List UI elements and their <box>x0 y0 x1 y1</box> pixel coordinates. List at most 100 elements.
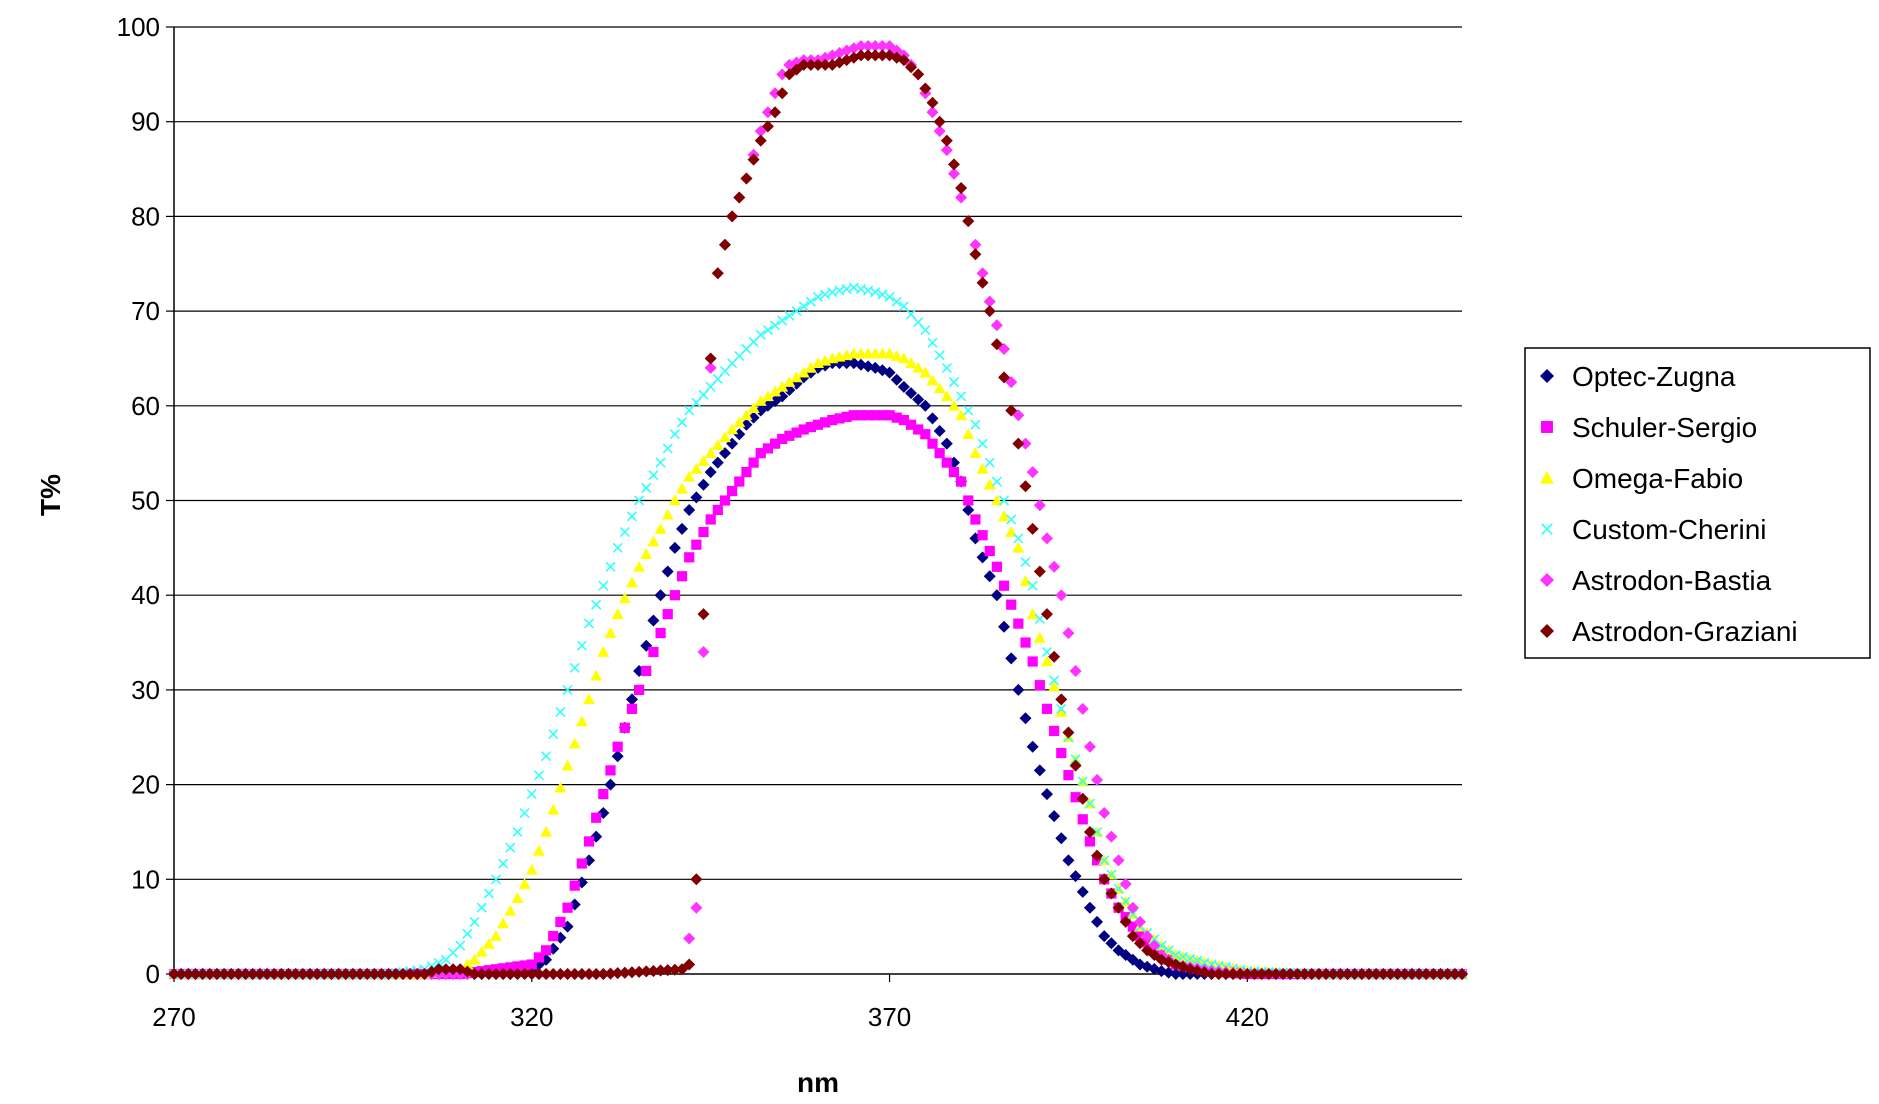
data-point <box>1362 968 1375 980</box>
data-point <box>976 276 989 289</box>
data-point <box>612 542 623 553</box>
data-point <box>605 765 616 776</box>
x-tick-label: 370 <box>868 1002 911 1032</box>
data-point <box>876 39 889 52</box>
data-point <box>641 665 652 677</box>
data-point <box>690 462 703 474</box>
data-point <box>1063 770 1074 781</box>
data-point <box>468 953 481 965</box>
data-point <box>647 614 660 627</box>
data-point <box>597 968 610 980</box>
y-tick-label: 20 <box>131 770 160 800</box>
data-point <box>798 301 809 312</box>
data-point <box>819 58 832 71</box>
data-point <box>976 462 989 474</box>
data-point <box>1427 968 1440 980</box>
data-point <box>626 703 638 714</box>
data-point <box>439 963 452 976</box>
y-tick-label: 0 <box>146 959 160 989</box>
data-point <box>990 494 1003 506</box>
data-point <box>1234 968 1247 980</box>
data-point <box>634 495 645 506</box>
data-point <box>1384 968 1397 980</box>
data-point <box>604 627 617 638</box>
data-point <box>769 87 782 100</box>
data-point <box>275 968 288 980</box>
data-point <box>475 945 488 957</box>
data-point <box>991 561 1002 572</box>
data-point <box>1112 854 1125 867</box>
data-point <box>1277 968 1290 980</box>
data-point <box>741 466 752 478</box>
data-point <box>933 115 946 128</box>
data-point <box>919 366 932 378</box>
data-point <box>1033 631 1046 643</box>
data-point <box>483 888 494 899</box>
data-point <box>940 390 953 402</box>
data-point <box>175 968 188 980</box>
data-point <box>783 384 796 397</box>
data-point <box>225 968 238 980</box>
data-point <box>697 646 710 659</box>
data-point <box>1069 664 1082 677</box>
data-point <box>955 181 968 194</box>
data-point <box>1391 968 1404 980</box>
data-point <box>547 968 560 980</box>
data-point <box>318 968 331 980</box>
data-point <box>525 968 538 980</box>
data-point <box>762 443 774 454</box>
data-point <box>983 570 996 583</box>
data-point <box>604 967 617 980</box>
data-point <box>948 377 960 388</box>
data-point <box>956 391 967 402</box>
data-point <box>475 968 488 980</box>
data-point <box>625 693 638 706</box>
data-point <box>518 968 531 980</box>
data-point <box>719 366 731 377</box>
series-astrodon-bastia <box>168 39 1468 980</box>
data-point <box>998 510 1011 522</box>
data-point <box>1185 953 1196 964</box>
data-point <box>747 153 760 166</box>
data-point <box>804 361 817 373</box>
data-point <box>927 438 938 449</box>
data-point <box>1012 437 1025 450</box>
data-point <box>648 470 659 481</box>
data-point <box>933 425 946 438</box>
data-point <box>1248 968 1261 980</box>
data-point <box>755 448 766 459</box>
data-point <box>1084 836 1096 847</box>
data-point <box>947 399 960 411</box>
data-point <box>554 781 567 793</box>
data-point <box>1013 533 1024 544</box>
data-point <box>490 968 502 980</box>
data-point <box>1040 532 1053 545</box>
data-point <box>912 393 925 406</box>
data-point <box>354 968 367 980</box>
data-point <box>1420 968 1433 980</box>
data-point <box>562 902 573 913</box>
data-point <box>876 49 889 62</box>
data-point <box>820 289 831 300</box>
data-point <box>482 968 495 980</box>
data-point <box>1055 705 1068 717</box>
data-point <box>654 522 667 534</box>
data-point <box>647 535 660 547</box>
data-point <box>1370 968 1383 980</box>
data-point <box>1169 968 1182 980</box>
data-point <box>920 429 931 440</box>
data-point <box>583 836 595 847</box>
data-point <box>1026 608 1039 619</box>
data-point <box>712 373 723 385</box>
data-point <box>1127 908 1138 920</box>
data-point <box>711 439 724 451</box>
data-point <box>812 58 824 71</box>
data-point <box>476 902 487 913</box>
data-point <box>897 380 910 393</box>
data-point <box>984 545 995 557</box>
data-point <box>683 958 696 971</box>
data-point <box>719 495 731 506</box>
x-axis-label: nm <box>797 1067 839 1098</box>
data-point <box>761 106 774 119</box>
data-point <box>926 374 939 386</box>
